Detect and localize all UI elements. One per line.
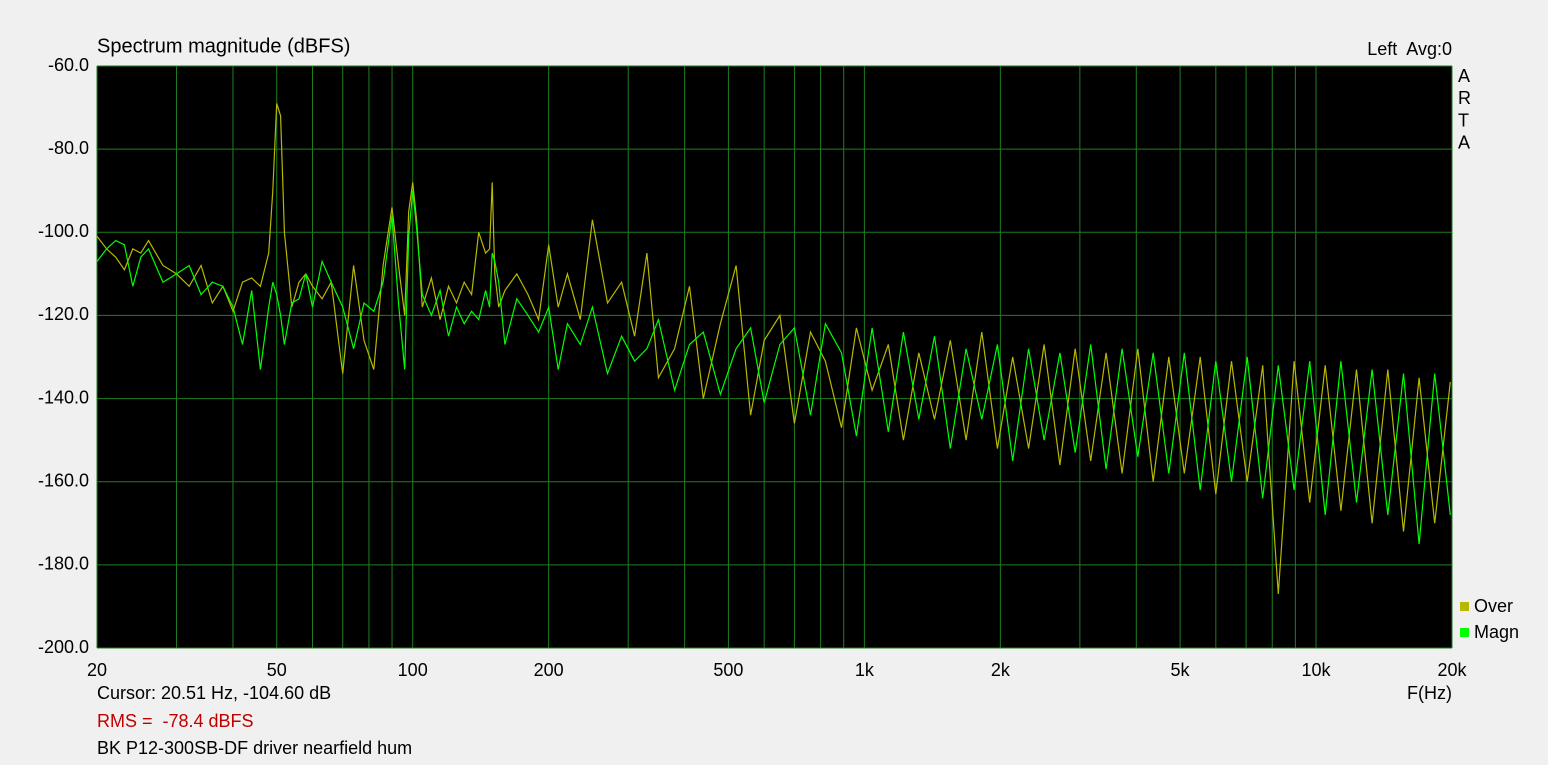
chart-title: Spectrum magnitude (dBFS) [97,35,350,57]
x-tick-label: 500 [713,660,743,680]
side-label: A [1458,133,1470,153]
x-tick-label: 20k [1437,660,1467,680]
x-tick-label: 20 [87,660,107,680]
x-tick-label: 1k [855,660,875,680]
series-line [96,190,1451,545]
x-tick-label: 10k [1302,660,1332,680]
side-label: R [1458,88,1471,108]
y-tick-label: -120.0 [38,304,89,324]
x-tick-label: 5k [1171,660,1191,680]
y-tick-label: -180.0 [38,554,89,574]
y-tick-label: -160.0 [38,470,89,490]
x-tick-label: 100 [398,660,428,680]
x-tick-label: 50 [267,660,287,680]
y-tick-label: -80.0 [48,138,89,158]
legend-label: Magn [1474,622,1519,642]
legend-label: Over [1474,596,1513,616]
legend-swatch [1460,628,1469,637]
y-tick-label: -200.0 [38,637,89,657]
series-line [96,103,1451,595]
note: BK P12-300SB-DF driver nearfield hum [97,738,412,758]
y-tick-label: -60.0 [48,55,89,75]
side-label: T [1458,110,1469,130]
side-label: A [1458,66,1470,86]
x-tick-label: 2k [991,660,1011,680]
y-tick-label: -140.0 [38,387,89,407]
x-tick-label: 200 [534,660,564,680]
cursor-text: Cursor: 20.51 Hz, -104.60 dB [97,683,331,703]
rms-text: RMS = -78.4 dBFS [97,711,254,731]
x-axis-label: F(Hz) [1407,683,1452,703]
lines [96,103,1451,595]
grid [96,65,1453,649]
legend-swatch [1460,602,1469,611]
corner-label: Left Avg:0 [1367,39,1452,59]
plot-area [97,66,1452,648]
y-tick-label: -100.0 [38,221,89,241]
